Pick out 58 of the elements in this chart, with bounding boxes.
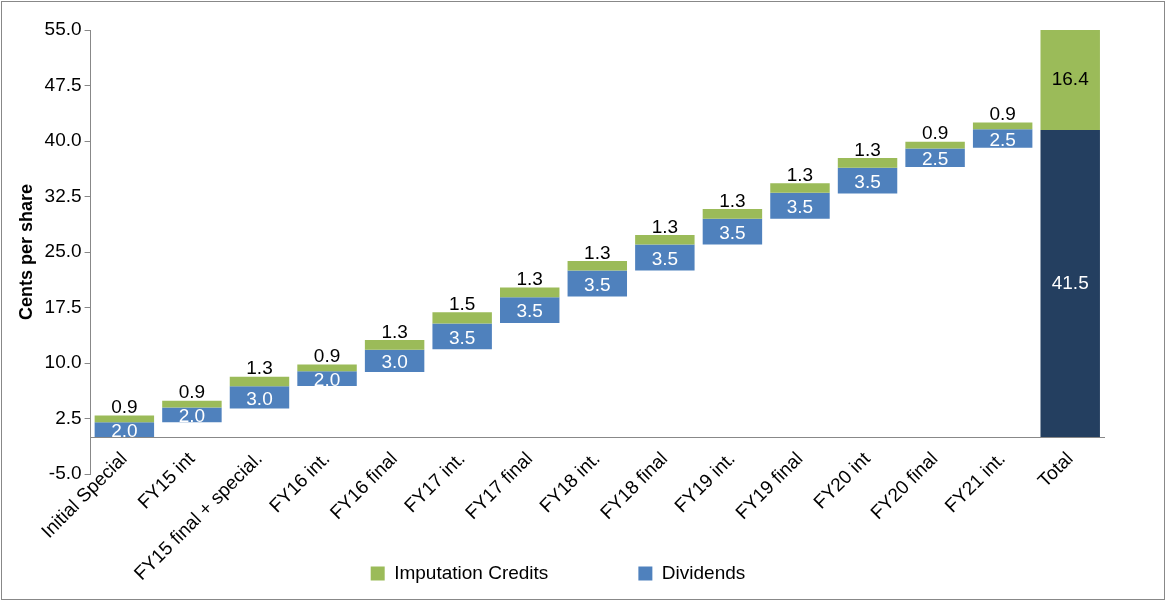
legend-label: Dividends <box>661 561 746 583</box>
bar <box>500 287 560 298</box>
data-label: 1.3 <box>854 138 881 160</box>
y-tick-label: 40.0 <box>44 129 82 151</box>
data-label: 3.5 <box>786 195 814 217</box>
data-label: 0.9 <box>921 122 949 144</box>
bar <box>229 386 290 409</box>
data-label: 0.9 <box>313 345 341 367</box>
data-label: 3.5 <box>651 247 679 269</box>
bar <box>229 376 290 387</box>
y-tick-label: 32.5 <box>44 184 82 206</box>
bar <box>432 323 492 350</box>
data-label: 2.5 <box>989 128 1016 150</box>
data-label: 41.5 <box>1051 271 1089 293</box>
data-label: 2.5 <box>921 147 949 169</box>
data-label: 3.5 <box>854 170 881 192</box>
bar <box>770 183 830 193</box>
y-tick-label: 25.0 <box>44 240 82 262</box>
y-tick-label: 2.5 <box>55 406 82 428</box>
data-label: 1.5 <box>448 293 476 315</box>
data-label: 3.5 <box>448 326 476 348</box>
y-tick-label: 55.0 <box>44 18 82 40</box>
data-label: 3.5 <box>584 273 611 295</box>
bar <box>905 141 965 149</box>
bar <box>770 192 830 219</box>
y-tick-label: 47.5 <box>44 73 82 95</box>
bar <box>432 312 492 324</box>
data-label: 1.3 <box>651 215 679 237</box>
data-label: 2.0 <box>313 368 341 390</box>
bar <box>567 260 628 271</box>
y-tick-label: 10.0 <box>44 351 82 373</box>
data-label: 0.9 <box>111 396 138 418</box>
bar <box>702 209 763 219</box>
y-axis-title: Cents per share <box>15 183 36 321</box>
data-label: 2.0 <box>111 419 138 441</box>
bar <box>364 340 425 350</box>
data-label: 0.9 <box>989 103 1016 125</box>
data-label: 0.9 <box>178 381 206 403</box>
bar <box>297 364 357 372</box>
data-label: 1.3 <box>381 320 408 342</box>
bar <box>837 158 898 168</box>
data-label: 16.4 <box>1051 68 1090 90</box>
bar <box>635 234 695 245</box>
data-label: 3.0 <box>246 387 273 409</box>
bar <box>635 244 695 271</box>
bar <box>162 400 222 408</box>
bar <box>905 148 965 167</box>
data-label: 1.3 <box>516 268 543 290</box>
data-label: 1.3 <box>719 189 746 211</box>
data-label: 2.0 <box>178 405 206 427</box>
data-label: 1.3 <box>246 357 273 379</box>
data-label: 3.5 <box>516 300 543 322</box>
data-label: 3.0 <box>381 351 408 373</box>
data-label: 3.5 <box>719 221 746 243</box>
y-tick-label: 17.5 <box>44 295 82 317</box>
data-label: 1.3 <box>584 241 611 263</box>
legend-label: Imputation Credits <box>394 561 549 583</box>
data-label: 1.3 <box>786 163 814 185</box>
